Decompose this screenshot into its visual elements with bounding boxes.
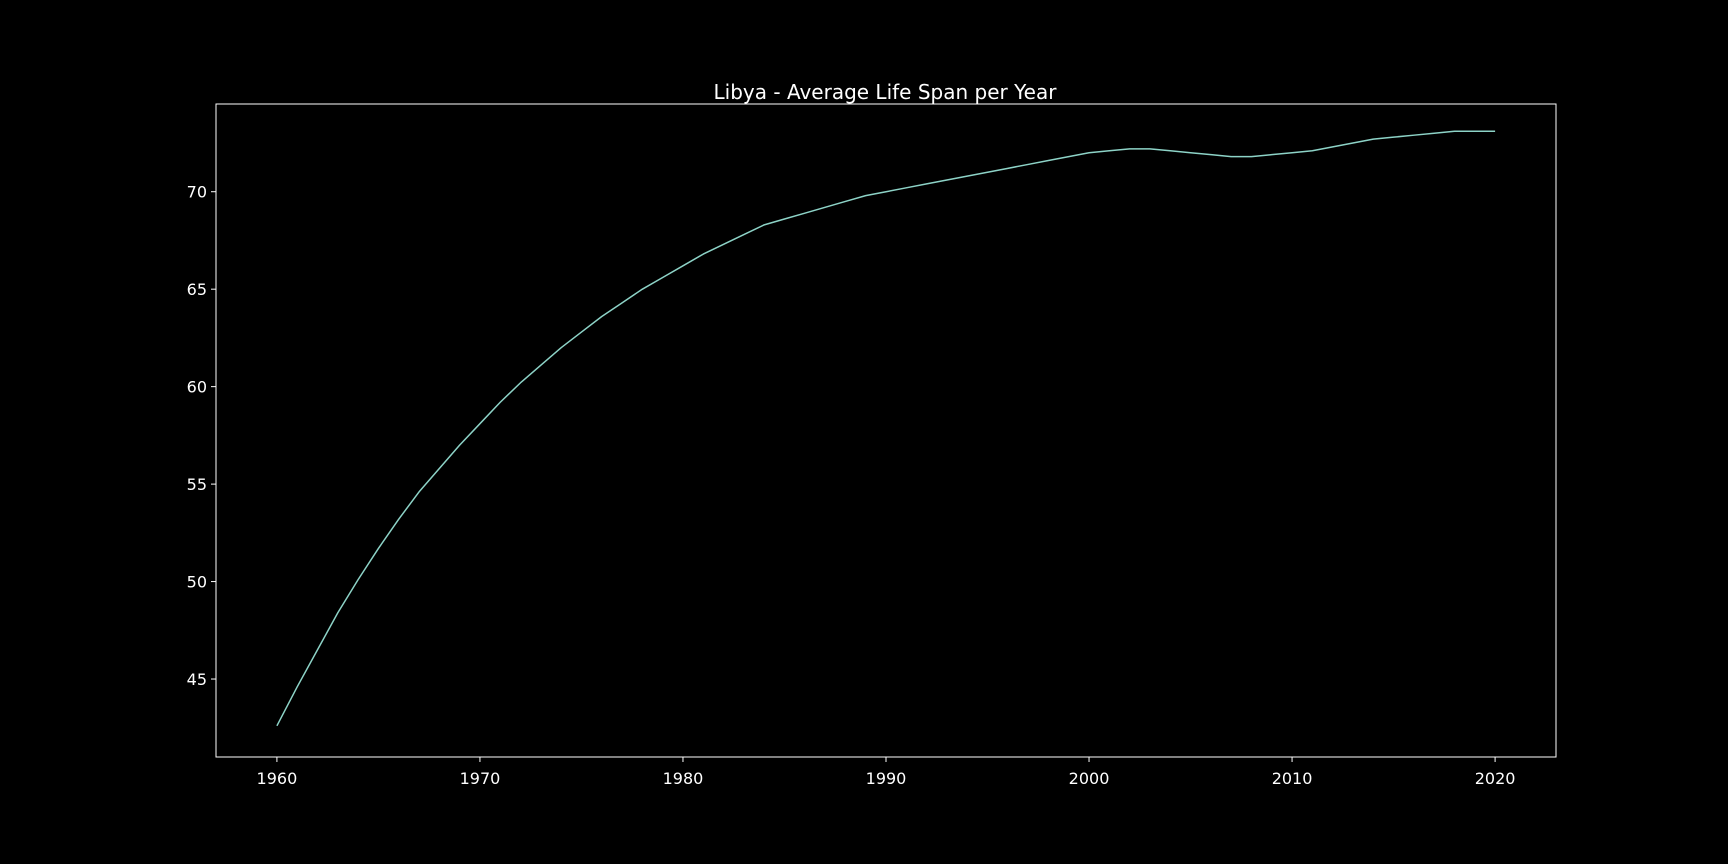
y-tick-label: 45 [187,670,207,689]
x-tick-label: 1980 [663,769,704,788]
x-tick-label: 2020 [1475,769,1516,788]
x-tick-label: 1970 [460,769,501,788]
x-tick-label: 2000 [1069,769,1110,788]
life-span-series-line [276,130,1496,727]
y-tick-label: 70 [187,183,207,202]
y-tick-label: 65 [187,280,207,299]
chart-title: Libya - Average Life Span per Year [714,80,1058,104]
ticks-layer: 1960 1970 1980 1990 2000 2010 2020 45 50 55 60 65 70 [187,183,1516,788]
series-layer [276,130,1496,727]
x-tick-label: 1990 [866,769,907,788]
y-tick-label: 55 [187,475,207,494]
x-tick-label: 1960 [257,769,298,788]
y-tick-label: 60 [187,378,207,397]
y-tick-label: 50 [187,573,207,592]
x-tick-label: 2010 [1272,769,1313,788]
